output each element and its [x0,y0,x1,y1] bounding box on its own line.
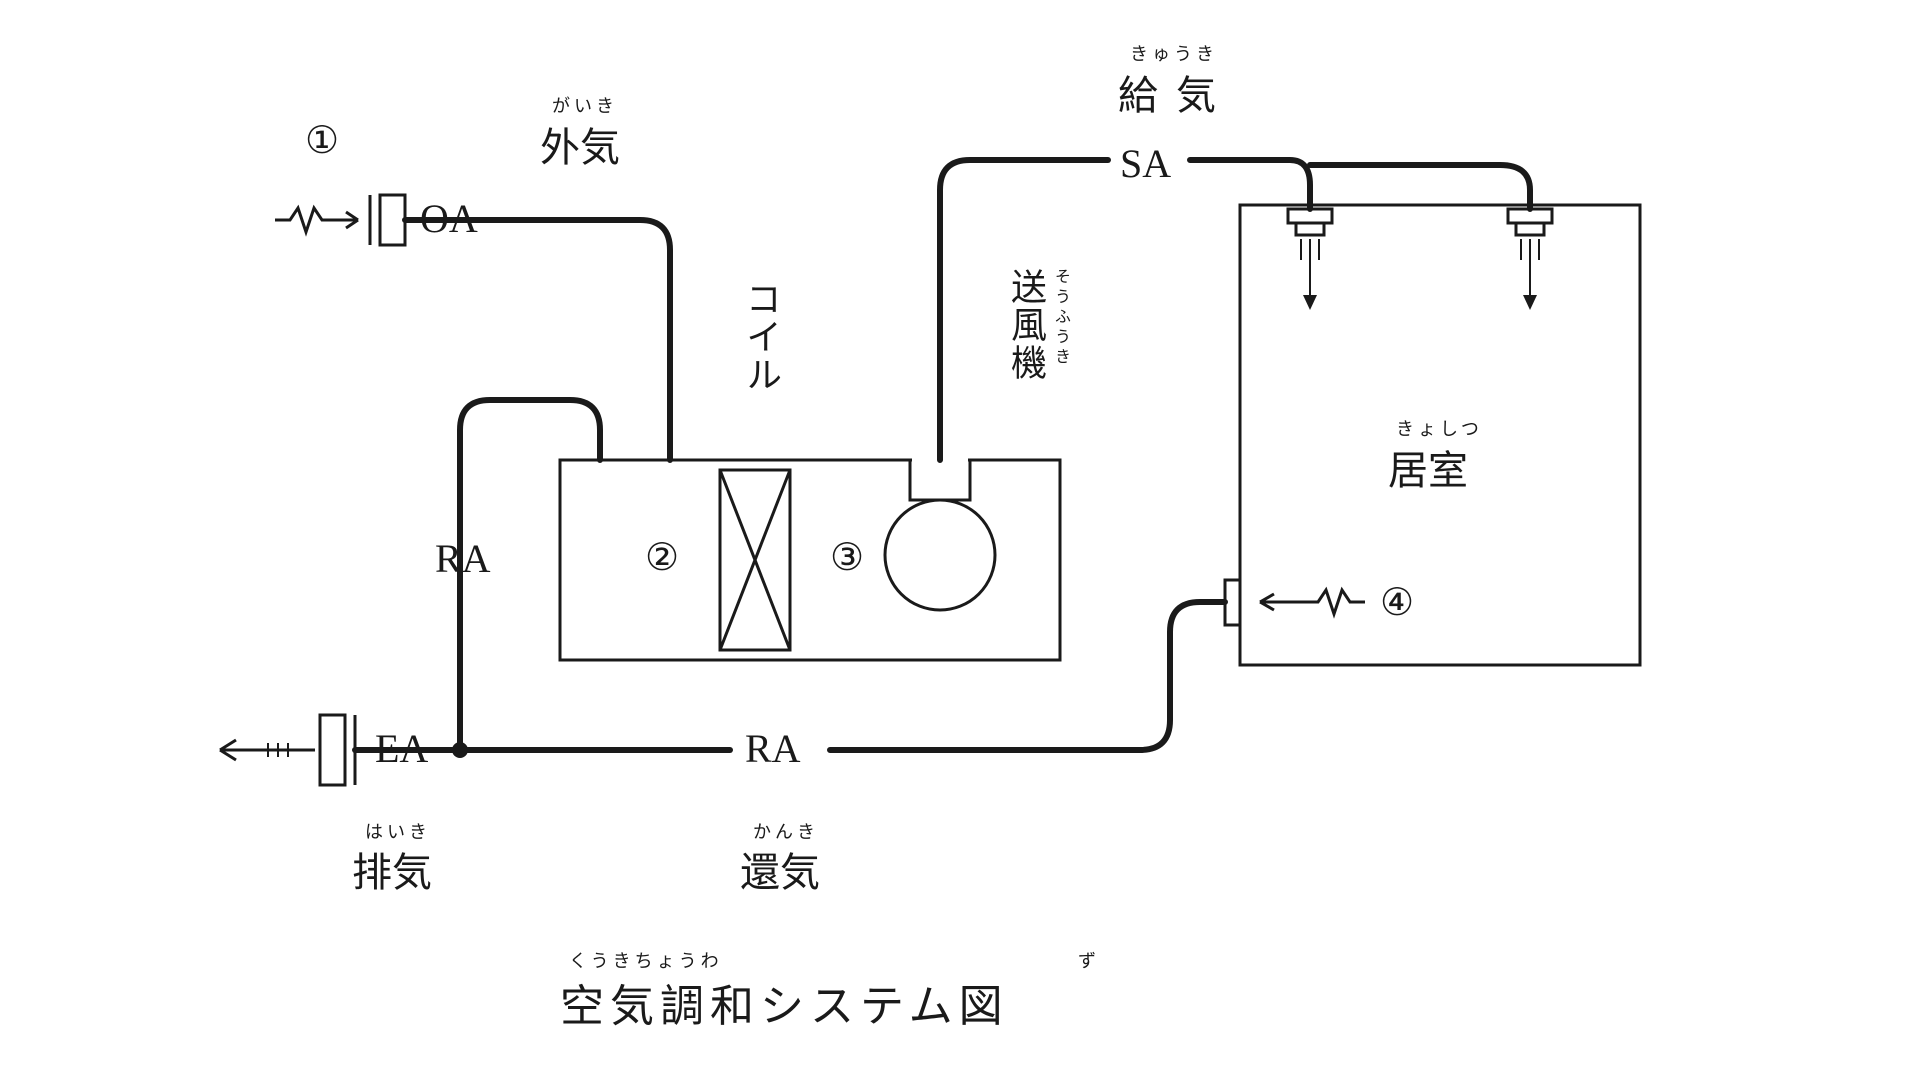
oa-label: OA [420,195,478,242]
diagram-title: 空気調和システム図 [560,970,1009,1034]
kanki-label: 還気 [740,840,820,898]
kyuuki-label: 給気 [1118,63,1234,121]
sa-label: SA [1120,140,1171,187]
marker-4: ④ [1380,580,1414,625]
title-ruby-right: ず [1078,947,1100,973]
marker-1: ① [305,118,339,163]
soufuuki-ruby: そうふうき [1048,268,1072,368]
kyoshitsu-label: 居室 [1388,438,1468,496]
ra-upper-label: RA [435,535,491,582]
ra-lower-label: RA [745,725,801,772]
marker-2: ② [645,535,679,580]
marker-3: ③ [830,535,864,580]
soufuuki-label: 送風機 [1000,268,1052,382]
gaiki-label: 外気 [540,115,620,173]
haiki-label: 排気 [352,840,432,898]
ea-label: EA [375,725,428,772]
coil-label: コイル [735,280,787,394]
